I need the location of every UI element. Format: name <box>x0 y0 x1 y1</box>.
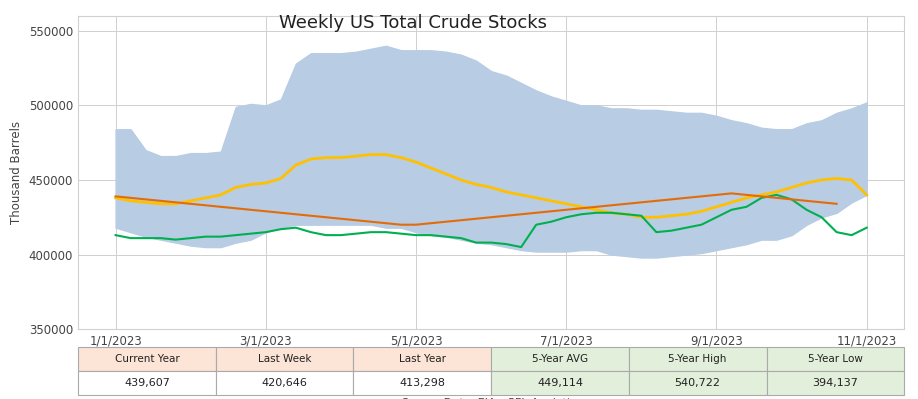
Bar <box>629 371 767 395</box>
Bar <box>216 347 353 371</box>
Bar <box>353 347 491 371</box>
Text: Weekly US Total Crude Stocks: Weekly US Total Crude Stocks <box>279 14 547 32</box>
Bar <box>629 347 767 371</box>
Bar <box>491 371 629 395</box>
Text: 449,114: 449,114 <box>537 378 583 388</box>
Text: Source Data: EIA – PFL Analytics: Source Data: EIA – PFL Analytics <box>401 398 581 399</box>
Text: 439,607: 439,607 <box>124 378 170 388</box>
Text: 394,137: 394,137 <box>812 378 858 388</box>
Bar <box>767 371 904 395</box>
Text: Last Week: Last Week <box>258 354 311 364</box>
Text: 5-Year High: 5-Year High <box>668 354 727 364</box>
Text: 5-Year Low: 5-Year Low <box>808 354 863 364</box>
Bar <box>78 371 216 395</box>
Text: 420,646: 420,646 <box>262 378 308 388</box>
Bar <box>353 371 491 395</box>
Bar <box>216 371 353 395</box>
Text: 5-Year AVG: 5-Year AVG <box>532 354 588 364</box>
Bar <box>767 347 904 371</box>
Y-axis label: Thousand Barrels: Thousand Barrels <box>10 121 23 224</box>
Text: 413,298: 413,298 <box>399 378 445 388</box>
Bar <box>491 347 629 371</box>
Text: Current Year: Current Year <box>115 354 179 364</box>
Text: Last Year: Last Year <box>398 354 446 364</box>
Text: 540,722: 540,722 <box>675 378 721 388</box>
Bar <box>78 347 216 371</box>
